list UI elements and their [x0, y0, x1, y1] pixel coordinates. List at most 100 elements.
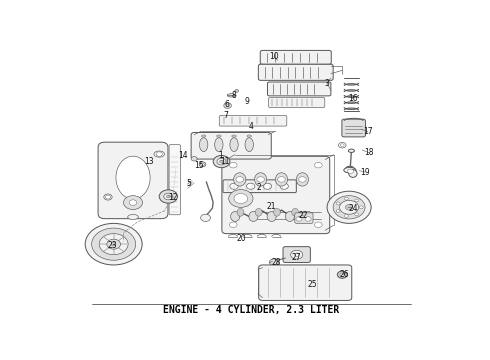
Text: 12: 12 — [169, 193, 178, 202]
Ellipse shape — [348, 149, 354, 152]
Ellipse shape — [201, 135, 206, 137]
Ellipse shape — [235, 90, 239, 92]
Ellipse shape — [254, 173, 267, 186]
FancyBboxPatch shape — [259, 265, 352, 301]
Ellipse shape — [273, 208, 280, 216]
Text: 6: 6 — [224, 100, 229, 109]
Text: 13: 13 — [144, 157, 153, 166]
Ellipse shape — [232, 135, 236, 137]
Text: 8: 8 — [232, 91, 236, 100]
Ellipse shape — [234, 173, 246, 186]
Ellipse shape — [199, 138, 208, 152]
FancyBboxPatch shape — [268, 82, 331, 96]
Circle shape — [355, 213, 359, 216]
Text: 24: 24 — [349, 204, 359, 213]
FancyBboxPatch shape — [98, 142, 168, 219]
Text: 20: 20 — [237, 234, 246, 243]
Circle shape — [359, 206, 363, 209]
Circle shape — [315, 222, 322, 228]
Text: 21: 21 — [267, 202, 276, 211]
Text: 2: 2 — [256, 183, 261, 192]
Circle shape — [305, 217, 311, 221]
Circle shape — [347, 169, 354, 174]
Circle shape — [226, 104, 229, 107]
FancyBboxPatch shape — [258, 64, 333, 80]
Circle shape — [200, 163, 204, 166]
Circle shape — [234, 194, 248, 203]
FancyBboxPatch shape — [283, 247, 310, 262]
Ellipse shape — [296, 173, 309, 186]
FancyBboxPatch shape — [191, 132, 271, 159]
Circle shape — [111, 243, 116, 246]
Text: 14: 14 — [178, 151, 188, 160]
Circle shape — [280, 183, 288, 189]
Ellipse shape — [344, 167, 356, 173]
Circle shape — [217, 158, 226, 165]
Text: 11: 11 — [220, 157, 229, 166]
Circle shape — [257, 177, 265, 182]
Text: 23: 23 — [108, 241, 117, 250]
Text: 19: 19 — [360, 168, 370, 177]
Circle shape — [229, 222, 237, 228]
Circle shape — [156, 152, 162, 156]
Circle shape — [355, 199, 359, 202]
Ellipse shape — [292, 208, 298, 216]
Circle shape — [340, 201, 359, 214]
Circle shape — [213, 156, 230, 168]
Ellipse shape — [231, 211, 240, 221]
Circle shape — [99, 234, 128, 255]
Ellipse shape — [271, 259, 278, 263]
Ellipse shape — [191, 157, 197, 161]
Ellipse shape — [249, 211, 258, 221]
Ellipse shape — [116, 156, 150, 199]
Text: 9: 9 — [244, 97, 249, 106]
Text: 3: 3 — [325, 79, 329, 88]
Circle shape — [220, 160, 223, 163]
Circle shape — [105, 195, 111, 199]
Ellipse shape — [247, 135, 251, 137]
FancyBboxPatch shape — [342, 119, 366, 137]
Circle shape — [340, 273, 344, 276]
Ellipse shape — [303, 211, 313, 221]
Text: 4: 4 — [249, 122, 253, 131]
Ellipse shape — [128, 215, 138, 220]
Circle shape — [92, 228, 136, 260]
Ellipse shape — [349, 170, 357, 177]
Ellipse shape — [345, 166, 354, 171]
Circle shape — [345, 204, 353, 210]
Ellipse shape — [104, 194, 112, 200]
Circle shape — [333, 195, 365, 219]
Circle shape — [344, 197, 348, 200]
Circle shape — [164, 193, 173, 200]
Circle shape — [298, 177, 306, 182]
Circle shape — [129, 200, 137, 205]
Text: 25: 25 — [307, 280, 317, 289]
Circle shape — [167, 195, 170, 198]
Circle shape — [85, 223, 142, 265]
Circle shape — [336, 202, 340, 205]
FancyBboxPatch shape — [223, 180, 296, 193]
Ellipse shape — [199, 162, 206, 167]
Ellipse shape — [245, 138, 253, 152]
Circle shape — [230, 183, 238, 189]
Circle shape — [107, 239, 121, 249]
Circle shape — [291, 250, 303, 259]
Ellipse shape — [227, 94, 236, 97]
Text: 17: 17 — [363, 127, 373, 136]
Ellipse shape — [267, 211, 276, 221]
Text: 27: 27 — [291, 253, 301, 262]
Ellipse shape — [154, 151, 165, 157]
FancyBboxPatch shape — [222, 156, 330, 234]
Ellipse shape — [215, 138, 223, 152]
Text: 18: 18 — [364, 148, 373, 157]
Text: 10: 10 — [269, 52, 279, 61]
Text: 7: 7 — [223, 111, 228, 120]
Circle shape — [224, 103, 231, 108]
FancyBboxPatch shape — [269, 98, 325, 108]
Circle shape — [337, 271, 347, 278]
Circle shape — [246, 183, 255, 189]
Circle shape — [327, 191, 371, 223]
Circle shape — [270, 259, 278, 266]
Text: 15: 15 — [195, 161, 204, 170]
Circle shape — [296, 217, 302, 221]
